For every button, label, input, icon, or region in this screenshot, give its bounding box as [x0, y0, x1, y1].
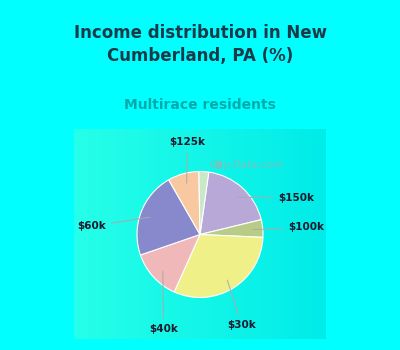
Text: $150k: $150k	[237, 193, 314, 203]
Wedge shape	[174, 234, 263, 298]
Text: $125k: $125k	[169, 137, 206, 183]
Wedge shape	[169, 172, 200, 234]
Text: $100k: $100k	[253, 223, 324, 232]
Text: City-Data.com: City-Data.com	[210, 160, 284, 170]
Wedge shape	[200, 172, 261, 234]
Text: Income distribution in New
Cumberland, PA (%): Income distribution in New Cumberland, P…	[74, 25, 326, 65]
Text: ●: ●	[214, 160, 222, 170]
Wedge shape	[140, 234, 200, 292]
Text: $60k: $60k	[77, 217, 150, 231]
Text: $40k: $40k	[149, 271, 178, 334]
Wedge shape	[199, 172, 209, 234]
Text: $30k: $30k	[227, 280, 256, 330]
Wedge shape	[200, 220, 263, 237]
Text: Multirace residents: Multirace residents	[124, 98, 276, 112]
Wedge shape	[137, 180, 200, 255]
